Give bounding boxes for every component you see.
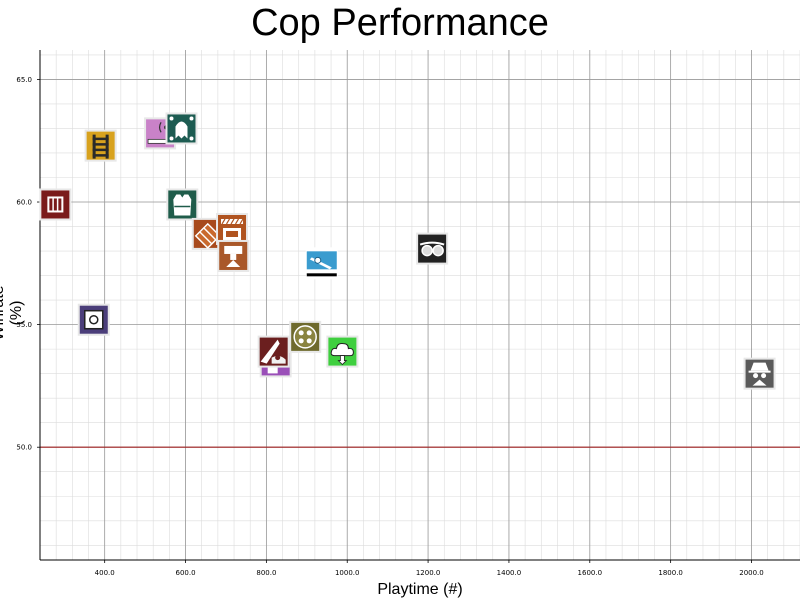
data-markers: [39, 112, 776, 390]
first-aid-icon: [39, 188, 72, 221]
x-tick-label: 400.0: [95, 569, 115, 577]
y-tick-label: 50.0: [16, 444, 32, 452]
tick-labels: 400.0 600.0 800.0 1000.0 1200.0 1400.0 1600.0 1…: [16, 76, 763, 577]
ladder-icon: [84, 129, 117, 162]
skewer-icon: [305, 247, 338, 280]
y-tick-label: 60.0: [16, 199, 32, 207]
chart-title: Cop Performance: [251, 2, 549, 44]
camera-shade-icon: [257, 335, 290, 368]
x-axis-label: Playtime (#): [377, 581, 463, 598]
x-tick-label: 1800.0: [658, 569, 683, 577]
turret-icon: [217, 239, 250, 272]
x-tick-label: 1200.0: [416, 569, 441, 577]
gear-disc-icon: [289, 320, 322, 353]
ghost-device-icon: [165, 112, 198, 145]
x-tick-label: 800.0: [256, 569, 276, 577]
y-tick-label: 65.0: [16, 76, 32, 84]
safe-icon: [77, 303, 110, 336]
major-grid: [40, 50, 800, 560]
armor-vest-icon: [166, 188, 199, 221]
x-tick-label: 1600.0: [578, 569, 603, 577]
barricade-icon: [216, 212, 249, 245]
x-tick-label: 2000.0: [739, 569, 764, 577]
axes: [39, 50, 800, 561]
x-tick-label: 1400.0: [497, 569, 522, 577]
cloud-upload-icon: [326, 335, 359, 368]
x-tick-label: 600.0: [176, 569, 196, 577]
goggles-icon: [416, 232, 449, 265]
x-tick-label: 1000.0: [335, 569, 360, 577]
spy-icon: [743, 357, 776, 390]
y-tick-label: 55.0: [16, 321, 32, 329]
y-axis-label: Winrate (%): [0, 285, 25, 341]
